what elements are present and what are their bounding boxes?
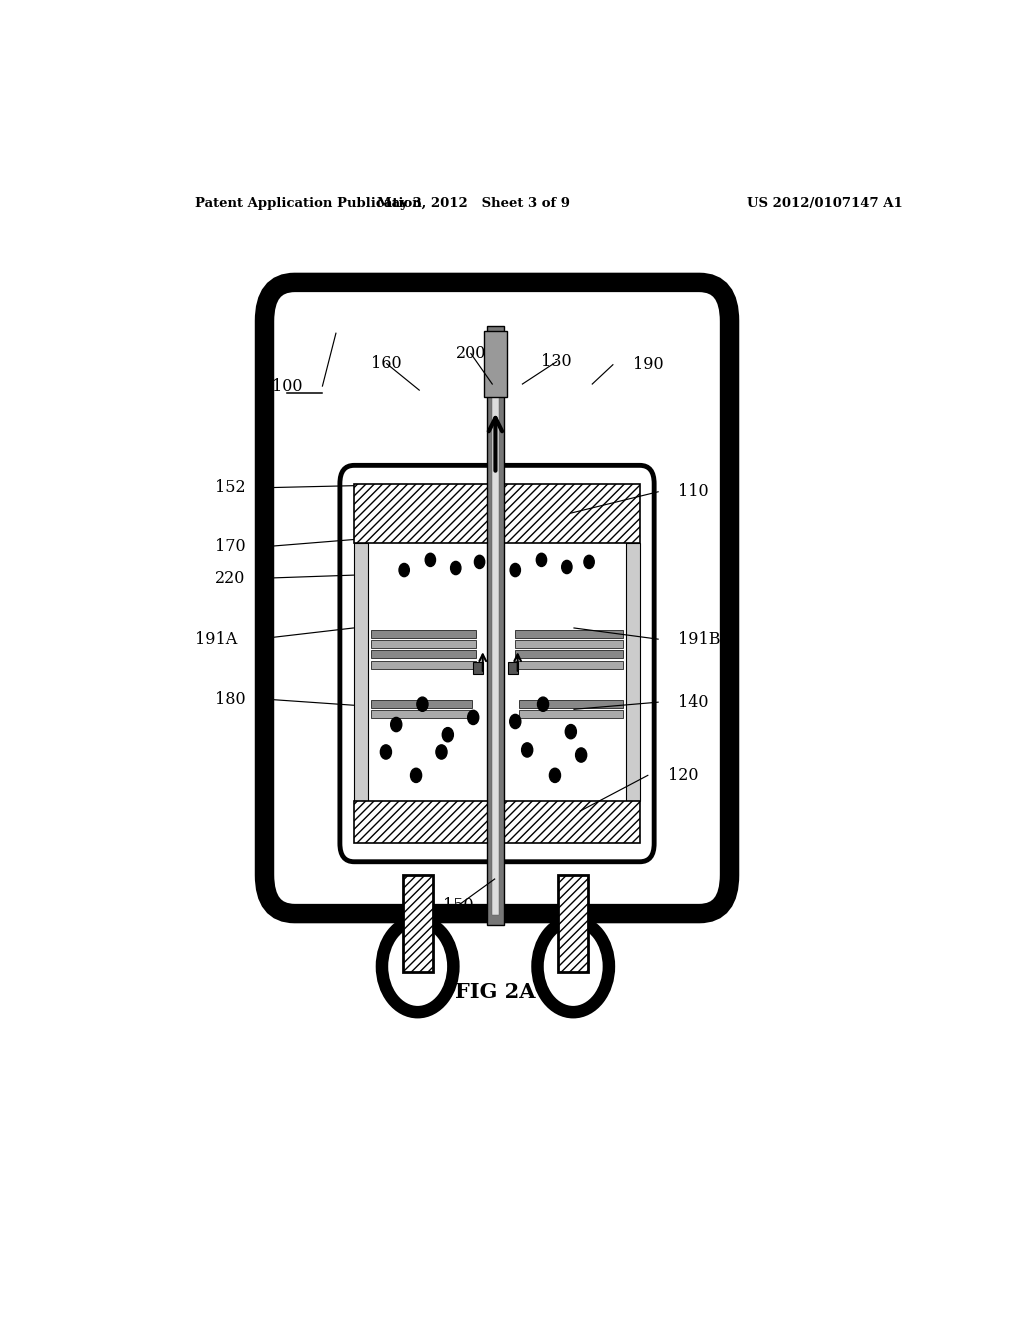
- Text: 180: 180: [215, 690, 246, 708]
- Bar: [508, 661, 518, 673]
- Circle shape: [380, 744, 391, 759]
- Bar: [371, 640, 475, 648]
- Text: 152: 152: [215, 479, 246, 496]
- Circle shape: [550, 768, 560, 783]
- Bar: [354, 483, 640, 543]
- FancyBboxPatch shape: [264, 282, 729, 913]
- Circle shape: [411, 768, 422, 783]
- Bar: [519, 700, 624, 709]
- Circle shape: [417, 697, 428, 711]
- Bar: [354, 543, 369, 801]
- Text: May 3, 2012   Sheet 3 of 9: May 3, 2012 Sheet 3 of 9: [377, 197, 569, 210]
- Circle shape: [510, 564, 520, 577]
- Circle shape: [562, 561, 572, 574]
- Text: 100: 100: [272, 378, 303, 395]
- Circle shape: [538, 697, 549, 711]
- Bar: [626, 543, 640, 801]
- Text: FIG 2A: FIG 2A: [456, 982, 536, 1002]
- Text: 191A: 191A: [196, 631, 238, 648]
- Bar: [519, 710, 624, 718]
- Bar: [515, 640, 624, 648]
- Circle shape: [510, 714, 521, 729]
- Circle shape: [425, 553, 435, 566]
- Circle shape: [575, 748, 587, 762]
- Text: 191B: 191B: [678, 631, 721, 648]
- Bar: [371, 700, 472, 709]
- Bar: [371, 710, 472, 718]
- Text: Patent Application Publication: Patent Application Publication: [196, 197, 422, 210]
- Bar: [371, 630, 475, 638]
- Circle shape: [474, 556, 484, 569]
- Circle shape: [521, 743, 532, 758]
- Text: 150: 150: [442, 898, 473, 913]
- Text: 160: 160: [372, 355, 402, 372]
- Circle shape: [399, 564, 410, 577]
- Bar: [515, 630, 624, 638]
- FancyBboxPatch shape: [340, 466, 654, 862]
- Text: 190: 190: [633, 356, 664, 374]
- Bar: [371, 651, 475, 659]
- Circle shape: [442, 727, 454, 742]
- Text: 220: 220: [215, 570, 246, 586]
- Bar: [483, 331, 507, 397]
- Text: 120: 120: [668, 767, 698, 784]
- Bar: [486, 326, 504, 925]
- Bar: [354, 801, 640, 843]
- Bar: [515, 651, 624, 659]
- Circle shape: [538, 921, 609, 1012]
- Text: 110: 110: [678, 483, 709, 500]
- Text: 200: 200: [456, 345, 486, 362]
- Bar: [402, 875, 433, 972]
- Circle shape: [382, 921, 454, 1012]
- Text: 170: 170: [215, 539, 246, 556]
- Text: US 2012/0107147 A1: US 2012/0107147 A1: [748, 197, 903, 210]
- Circle shape: [391, 718, 401, 731]
- Circle shape: [584, 556, 594, 569]
- Circle shape: [565, 725, 577, 739]
- Bar: [492, 337, 499, 915]
- Bar: [558, 875, 588, 972]
- Circle shape: [451, 561, 461, 574]
- Bar: [371, 660, 475, 669]
- Circle shape: [436, 744, 447, 759]
- Circle shape: [468, 710, 479, 725]
- Bar: [515, 660, 624, 669]
- Text: 140: 140: [678, 694, 709, 710]
- Bar: [473, 661, 482, 673]
- Circle shape: [537, 553, 547, 566]
- Text: 130: 130: [542, 354, 571, 370]
